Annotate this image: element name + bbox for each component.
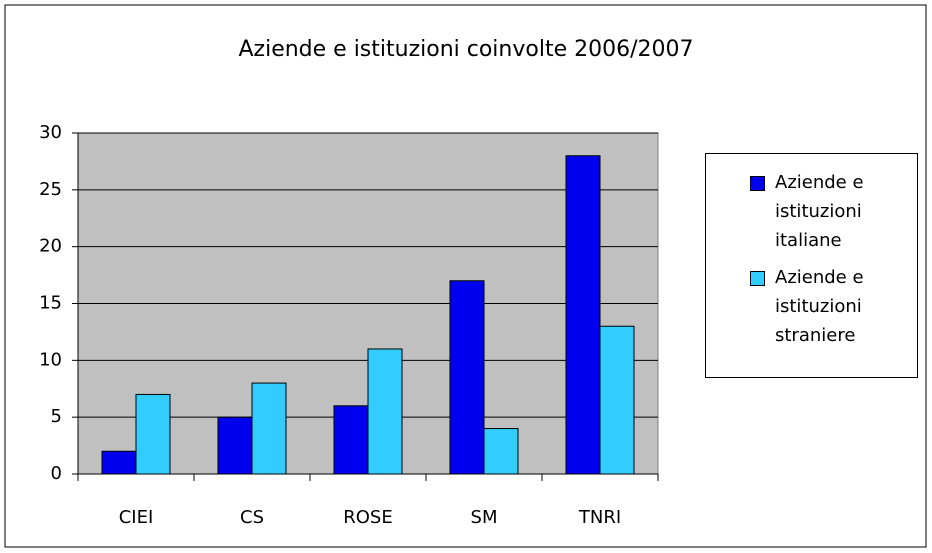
legend-entry: Aziende e istituzioni italiane xyxy=(750,168,917,255)
legend-label: Aziende e istituzioni straniere xyxy=(775,267,864,346)
bar xyxy=(565,155,601,475)
y-tick-label: 30 xyxy=(39,122,62,143)
x-tick-label: CIEI xyxy=(119,507,154,528)
y-tick-label: 15 xyxy=(39,293,62,314)
bar xyxy=(135,393,171,475)
legend-swatch xyxy=(750,176,765,191)
legend-entry: Aziende e istituzioni straniere xyxy=(750,263,917,350)
bar xyxy=(101,450,137,475)
legend: Aziende e istituzioni italiane Aziende e … xyxy=(705,153,918,378)
bar xyxy=(449,280,485,475)
bar xyxy=(217,416,253,475)
legend-swatch xyxy=(750,271,765,286)
bar xyxy=(367,348,403,475)
x-tick-label: ROSE xyxy=(343,507,392,528)
y-tick-label: 0 xyxy=(51,463,62,484)
chart-title: Aziende e istituzioni coinvolte 2006/200… xyxy=(238,37,693,62)
x-tick-label: SM xyxy=(471,507,498,528)
y-tick-label: 20 xyxy=(39,236,62,257)
legend-label: Aziende e istituzioni italiane xyxy=(775,172,864,251)
bar xyxy=(599,325,635,475)
y-tick-label: 5 xyxy=(51,406,62,427)
x-tick-label: TNRI xyxy=(578,507,621,528)
y-tick-label: 25 xyxy=(39,179,62,200)
bar xyxy=(483,428,519,475)
x-tick-label: CS xyxy=(240,507,264,528)
y-tick-label: 10 xyxy=(39,349,62,370)
bar xyxy=(251,382,287,475)
bar xyxy=(333,405,369,475)
